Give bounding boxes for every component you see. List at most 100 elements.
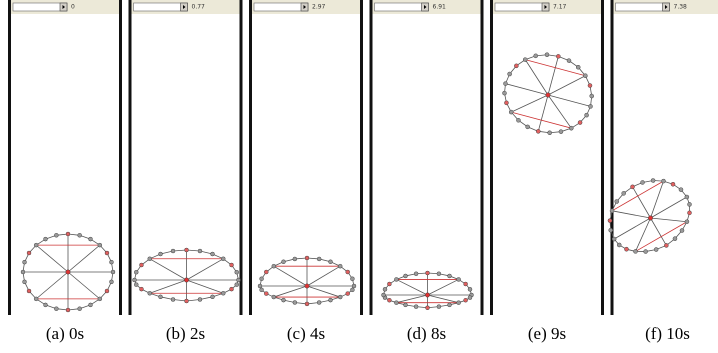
wheel-node bbox=[260, 288, 264, 292]
wheel-node bbox=[23, 260, 27, 264]
wheel-node bbox=[89, 237, 93, 241]
wheel-node bbox=[293, 257, 297, 261]
wheel-node bbox=[98, 243, 102, 247]
panel-background bbox=[249, 0, 363, 315]
wheel-node bbox=[414, 272, 418, 276]
panel-background bbox=[370, 0, 484, 315]
wheel-node bbox=[134, 270, 138, 274]
left-border bbox=[249, 0, 252, 315]
wheel-node bbox=[54, 233, 58, 237]
slider-value: 2.97 bbox=[312, 4, 326, 11]
panel-background bbox=[8, 0, 122, 315]
wheel-node bbox=[293, 301, 297, 305]
wheel-node bbox=[134, 283, 138, 287]
wheel-node bbox=[260, 277, 264, 281]
wheel-node bbox=[352, 284, 356, 288]
wheel-node bbox=[272, 264, 276, 268]
wheel-node bbox=[457, 301, 461, 305]
caption: (b) 2s bbox=[166, 324, 205, 343]
wheel-node bbox=[394, 301, 398, 305]
caption: (c) 4s bbox=[287, 324, 325, 343]
wheel-node bbox=[198, 249, 202, 253]
wheel-node bbox=[387, 282, 391, 286]
wheel-node bbox=[78, 307, 82, 311]
left-border bbox=[611, 0, 614, 315]
wheel bbox=[21, 232, 115, 312]
wheel-node bbox=[44, 303, 48, 307]
wheel-node bbox=[211, 295, 215, 299]
wheel-node bbox=[235, 270, 239, 274]
wheel-node bbox=[139, 263, 143, 267]
panel: 6.91 (d) 8s bbox=[370, 0, 484, 343]
slider-track bbox=[134, 3, 188, 11]
left-border bbox=[370, 0, 373, 315]
wheel-hub bbox=[305, 284, 309, 288]
wheel-node bbox=[404, 274, 408, 278]
left-border bbox=[129, 0, 132, 315]
wheel-node bbox=[329, 298, 333, 302]
wheel-node bbox=[237, 278, 241, 282]
wheel-node bbox=[382, 293, 386, 297]
wheel-node bbox=[221, 257, 225, 261]
wheel-node bbox=[111, 270, 115, 274]
wheel-node bbox=[221, 291, 225, 295]
right-border bbox=[360, 0, 363, 315]
right-border bbox=[119, 0, 122, 315]
slider-track bbox=[254, 3, 308, 11]
slider-value: 0 bbox=[71, 4, 75, 11]
wheel-node bbox=[105, 251, 109, 255]
wheel-node bbox=[34, 297, 38, 301]
wheel-node bbox=[346, 292, 350, 296]
panel: 0(a) 0s bbox=[8, 0, 122, 343]
wheel-node bbox=[185, 299, 189, 303]
wheel-node bbox=[464, 282, 468, 286]
wheel-node bbox=[448, 303, 452, 307]
wheel-node bbox=[171, 249, 175, 253]
slider-value: 0.77 bbox=[192, 4, 206, 11]
wheel-node bbox=[133, 278, 137, 282]
wheel-hub bbox=[66, 270, 70, 274]
wheel-node bbox=[66, 308, 70, 312]
panel: 7.38 (f) 10s bbox=[593, 0, 718, 343]
caption: (f) 10s bbox=[645, 324, 690, 343]
wheel-node bbox=[338, 295, 342, 299]
panel-background bbox=[490, 0, 604, 315]
wheel-node bbox=[426, 306, 430, 310]
slider-value: 7.17 bbox=[553, 4, 567, 11]
wheel-node bbox=[148, 257, 152, 261]
slider-track bbox=[375, 3, 429, 11]
wheel-node bbox=[98, 297, 102, 301]
wheel-node bbox=[34, 243, 38, 247]
left-border bbox=[8, 0, 11, 315]
wheel-node bbox=[27, 251, 31, 255]
wheel-node bbox=[258, 284, 262, 288]
slider-value: 7.38 bbox=[674, 4, 688, 11]
wheel-node bbox=[317, 257, 321, 261]
wheel-node bbox=[464, 298, 468, 302]
wheel-node bbox=[468, 287, 472, 291]
wheel-node bbox=[468, 296, 472, 300]
wheel-node bbox=[105, 289, 109, 293]
slider-value: 6.91 bbox=[433, 4, 447, 11]
wheel-node bbox=[317, 301, 321, 305]
wheel-node bbox=[264, 270, 268, 274]
wheel-hub bbox=[425, 293, 429, 297]
wheel-node bbox=[171, 297, 175, 301]
right-border bbox=[240, 0, 243, 315]
wheel-node bbox=[305, 302, 309, 306]
left-border bbox=[490, 0, 493, 315]
caption: (d) 8s bbox=[407, 324, 446, 343]
right-border bbox=[601, 0, 604, 315]
slider-track bbox=[495, 3, 549, 11]
wheel-node bbox=[404, 303, 408, 307]
wheel-node bbox=[282, 298, 286, 302]
panel: 7.17 (e) 9s bbox=[490, 0, 604, 343]
wheel-node bbox=[139, 287, 143, 291]
caption: (e) 9s bbox=[528, 324, 566, 343]
wheel-node bbox=[159, 295, 163, 299]
wheel-node bbox=[350, 277, 354, 281]
wheel-node bbox=[437, 305, 441, 309]
wheel-node bbox=[66, 232, 70, 236]
wheel-node bbox=[448, 274, 452, 278]
wheel-node bbox=[387, 298, 391, 302]
